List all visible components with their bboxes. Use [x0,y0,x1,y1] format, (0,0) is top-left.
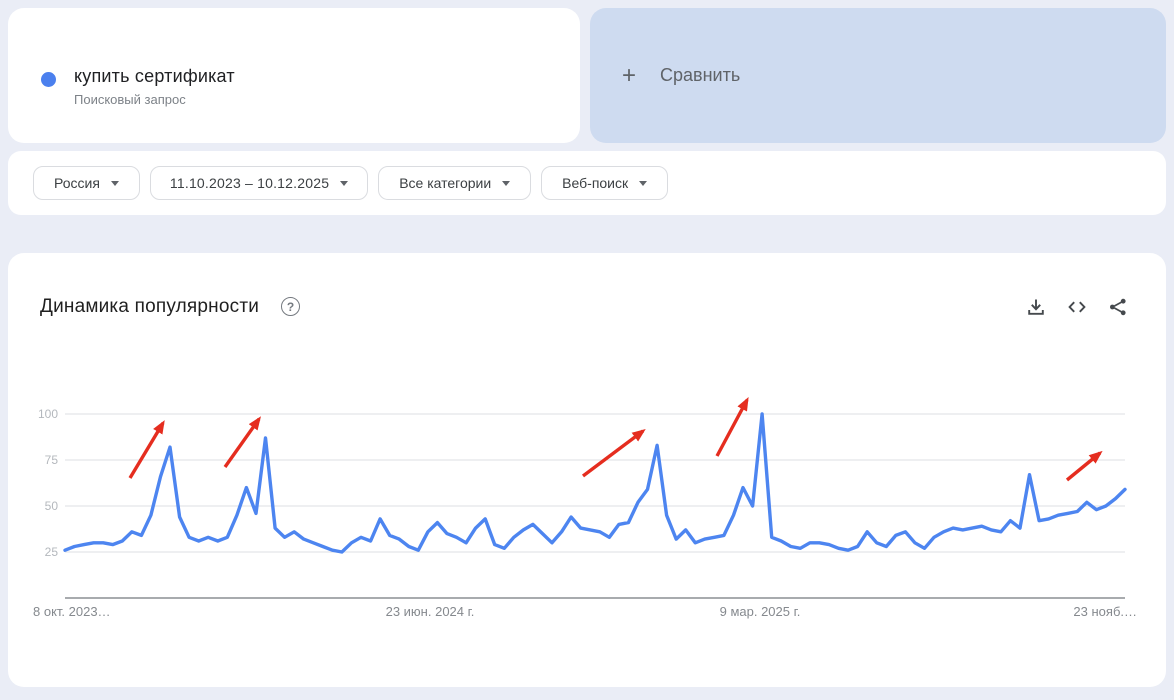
date-range-filter-dropdown[interactable]: 11.10.2023 – 10.12.2025 [149,166,369,200]
filter-bar: Россия 11.10.2023 – 10.12.2025 Все катег… [8,151,1166,215]
compare-label: Сравнить [660,65,741,85]
search-type-label: Веб-поиск [562,175,629,191]
category-filter-label: Все категории [399,175,492,191]
embed-code-icon[interactable] [1067,297,1087,317]
region-filter-dropdown[interactable]: Россия [33,166,140,200]
chevron-down-icon [502,181,511,186]
add-comparison-button[interactable]: + Сравнить [590,8,1166,143]
chart-toolbar [1026,297,1128,317]
interest-over-time-card: Динамика популярности ? [8,253,1166,687]
chevron-down-icon [639,181,648,186]
chevron-down-icon [340,181,349,186]
series-color-dot [41,72,56,87]
chevron-down-icon [110,181,119,186]
term-type-label: Поисковый запрос [74,92,186,107]
share-icon[interactable] [1108,297,1128,317]
help-icon[interactable]: ? [281,297,300,316]
search-term-label: купить сертификат [74,66,235,86]
search-term-card[interactable]: купить сертификат Поисковый запрос [8,8,580,143]
region-filter-label: Россия [54,175,100,191]
date-range-label: 11.10.2023 – 10.12.2025 [169,175,330,191]
plus-icon: + [622,61,637,89]
category-filter-dropdown[interactable]: Все категории [378,166,532,200]
search-type-filter-dropdown[interactable]: Веб-поиск [541,166,669,200]
chart-title: Динамика популярности [40,296,260,317]
download-icon[interactable] [1026,297,1046,317]
